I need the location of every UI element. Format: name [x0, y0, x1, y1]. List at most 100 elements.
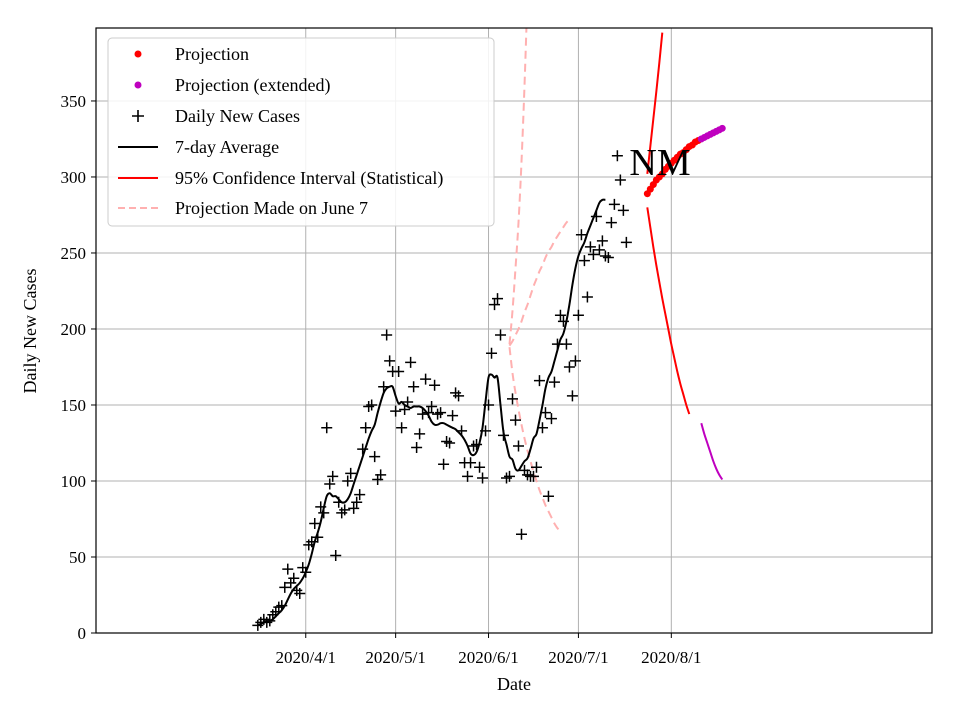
daily-case-point [414, 428, 426, 440]
daily-case-point [456, 425, 468, 437]
daily-case-point [369, 451, 381, 463]
daily-case-point [300, 566, 312, 578]
daily-case-point [593, 244, 605, 256]
daily-case-point [348, 502, 360, 514]
daily-case-point [399, 404, 411, 416]
daily-case-point [587, 248, 599, 260]
x-tick-label: 2020/5/1 [365, 648, 425, 667]
legend-item-7day-average: 7-day Average [118, 137, 279, 157]
daily-case-point [545, 413, 557, 425]
daily-case-point [453, 390, 465, 402]
daily-case-point [441, 435, 453, 447]
daily-case-point [533, 375, 545, 387]
daily-case-point [333, 496, 345, 508]
daily-case-point [444, 437, 456, 449]
plot-frame [95, 27, 933, 634]
daily-case-point [578, 255, 590, 267]
daily-case-point [450, 387, 462, 399]
daily-case-point [318, 507, 330, 519]
y-tick-label: 250 [61, 244, 87, 263]
legend-label-daily-cases: Daily New Cases [175, 106, 300, 126]
daily-case-point [417, 408, 429, 420]
daily-case-point [620, 236, 632, 248]
daily-case-point [596, 235, 608, 247]
daily-case-point [252, 619, 264, 631]
y-axis-label: Daily New Cases [20, 269, 40, 394]
june7-projection-mid-line [508, 218, 571, 347]
daily-case-point [375, 469, 387, 481]
y-tick-label: 300 [61, 168, 87, 187]
daily-case-point [611, 150, 623, 162]
legend-marker-projection-extended [134, 81, 142, 89]
legend-item-projection: Projection [134, 44, 249, 64]
legend-item-projection-extended: Projection (extended) [134, 75, 330, 96]
daily-case-point [447, 410, 459, 422]
daily-case-point [575, 229, 587, 241]
legend-label-june7-projection: Projection Made on June 7 [175, 198, 368, 218]
legend-label-projection-extended: Projection (extended) [175, 75, 330, 96]
daily-case-point [279, 581, 291, 593]
daily-case-point [411, 442, 423, 454]
daily-case-point [507, 393, 519, 405]
daily-case-point [435, 407, 447, 419]
daily-case-point [327, 470, 339, 482]
daily-case-point [390, 405, 402, 417]
daily-case-point [504, 470, 516, 482]
daily-case-point [276, 600, 288, 612]
daily-case-point [509, 414, 521, 426]
region-label: NM [629, 142, 690, 184]
daily-case-point [602, 252, 614, 264]
daily-case-point [423, 407, 435, 419]
daily-case-point [498, 429, 510, 441]
legend-box [107, 37, 495, 227]
daily-case-point [560, 338, 572, 350]
legend-label-confidence-interval: 95% Confidence Interval (Statistical) [175, 168, 443, 189]
daily-case-point [264, 615, 276, 627]
daily-case-point [501, 472, 513, 484]
daily-case-point [465, 457, 477, 469]
daily-case-point [489, 299, 501, 311]
daily-case-point [566, 390, 578, 402]
daily-case-point [536, 422, 548, 434]
daily-case-point [527, 470, 539, 482]
daily-case-point [342, 475, 354, 487]
daily-case-point [366, 399, 378, 411]
y-tick-label: 0 [78, 624, 87, 643]
legend-label-projection: Projection [175, 44, 249, 64]
daily-case-point [471, 439, 483, 451]
legend-item-june7-projection: Projection Made on June 7 [118, 198, 368, 218]
daily-case-point [426, 401, 438, 413]
daily-case-point [339, 504, 351, 516]
axis-ticks: 2020/4/1 2020/5/1 2020/6/1 2020/7/1 2020/8/1… [61, 92, 702, 667]
ci-upper-line [646, 32, 664, 175]
daily-case-point [539, 407, 551, 419]
daily-case-point [486, 347, 498, 359]
ci-lower-extended-line [700, 422, 724, 481]
legend: Projection Projection (extended) Daily N… [107, 37, 495, 227]
daily-case-point [315, 501, 327, 513]
daily-case-point [351, 496, 363, 508]
legend-marker-projection [134, 50, 142, 58]
daily-case-point [563, 361, 575, 373]
daily-case-point [614, 174, 626, 186]
daily-case-point [429, 379, 441, 391]
daily-case-point [363, 401, 375, 413]
daily-case-point [572, 309, 584, 321]
daily-case-point [480, 425, 492, 437]
daily-case-point [330, 549, 342, 561]
daily-case-point [515, 528, 527, 540]
y-tick-label: 50 [69, 548, 86, 567]
daily-case-point [288, 572, 300, 584]
legend-label-7day-average: 7-day Average [175, 137, 279, 157]
daily-case-point [617, 204, 629, 216]
daily-case-point [381, 329, 393, 341]
daily-case-point [345, 467, 357, 479]
daily-case-point [495, 329, 507, 341]
daily-case-point [590, 210, 602, 222]
daily-case-point [548, 376, 560, 388]
daily-case-point [581, 291, 593, 303]
daily-case-point [354, 489, 366, 501]
daily-case-point [608, 198, 620, 210]
june7-projection-upper-line [508, 28, 528, 345]
